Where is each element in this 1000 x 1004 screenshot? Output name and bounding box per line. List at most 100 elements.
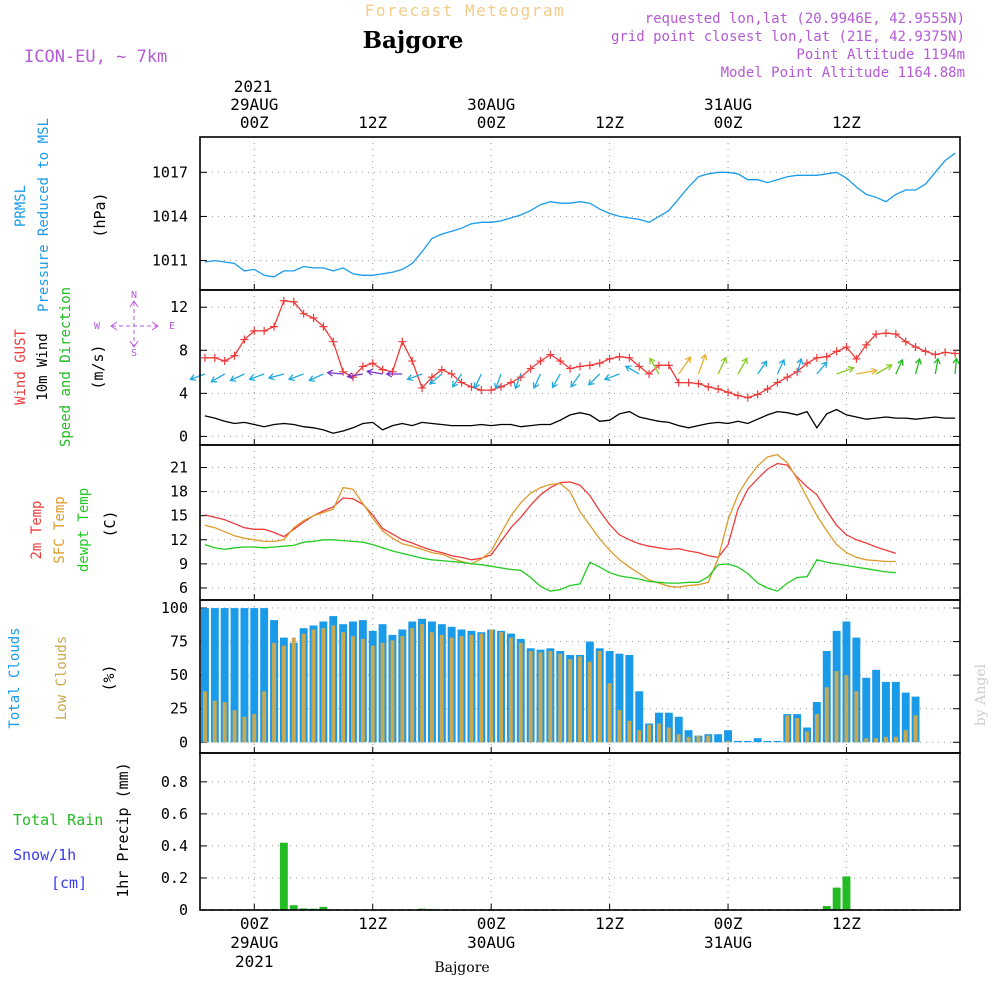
- low-cloud-bar-17: [370, 645, 375, 743]
- gust-marker-63: [822, 352, 831, 361]
- total-cloud-bar-66: [852, 637, 861, 743]
- ytick-label-precip-4: 0.8: [161, 773, 188, 791]
- wind-arrow-2: [229, 373, 245, 382]
- low-cloud-bar-53: [726, 740, 730, 743]
- wind-arrow-0: [189, 373, 206, 382]
- total-cloud-bar-48: [674, 716, 683, 743]
- total-cloud-bar-49: [684, 730, 693, 743]
- total-cloud-bar-56: [753, 738, 762, 743]
- low-cloud-bar-24: [439, 634, 444, 743]
- ytick-label-clouds-3: 75: [170, 633, 188, 651]
- gust-marker-72: [911, 343, 920, 352]
- total-cloud-bar-68: [872, 669, 881, 743]
- gust-marker-44: [635, 362, 644, 371]
- ytick-label-temperature-2: 12: [170, 531, 188, 549]
- low-cloud-bar-3: [232, 710, 237, 743]
- gust-marker-5: [250, 326, 259, 335]
- compass-n: N: [131, 290, 137, 301]
- wind-arrow-27: [737, 357, 748, 375]
- snow-unit-label: [cm]: [51, 874, 87, 892]
- series-wind-0: [204, 300, 956, 399]
- low-cloud-bar-61: [805, 731, 809, 743]
- panel-pressure: 1011 1014 1017: [152, 136, 961, 291]
- gust-marker-59: [783, 373, 792, 382]
- low-cloud-bar-6: [262, 691, 267, 743]
- gust-marker-42: [615, 352, 624, 361]
- model-label: ICON-EU, ~ 7km: [24, 47, 167, 67]
- gust-marker-9: [289, 297, 298, 306]
- top-hour-label-0: 00Z: [240, 113, 269, 132]
- gust-marker-2: [220, 357, 229, 366]
- top-hour-label-5: 12Z: [832, 113, 861, 132]
- wind-arrow-29: [776, 358, 786, 375]
- top-hour-label-1: 12Z: [358, 113, 387, 132]
- low-cloud-bar-10: [301, 633, 306, 743]
- low-cloud-bar-4: [242, 716, 247, 743]
- low-cloud-bar-66: [854, 691, 859, 743]
- wind-arrow-31: [816, 361, 828, 375]
- gust-marker-70: [891, 330, 900, 339]
- wind-arrow-20: [587, 373, 601, 386]
- precip-unit-label: 1hr Precip (mm): [114, 762, 132, 897]
- low-cloud-bar-48: [676, 734, 681, 743]
- low-cloud-bar-35: [548, 651, 553, 743]
- total-cloud-bar-52: [714, 734, 723, 743]
- gust-marker-26: [457, 378, 466, 387]
- low-cloud-bar-49: [686, 736, 691, 743]
- wind-arrow-11: [406, 373, 423, 382]
- total-cloud-bar-69: [882, 681, 890, 743]
- series-temperature-0: [204, 462, 897, 561]
- gust-marker-39: [585, 361, 594, 370]
- low-cloud-bar-23: [430, 632, 434, 743]
- gust-marker-41: [605, 354, 614, 363]
- bottom-date-label-0: 29AUG: [230, 933, 278, 952]
- top-date-label-2: 30AUG: [467, 95, 515, 114]
- series-pressure-0: [204, 152, 956, 278]
- low-cloud-bar-71: [903, 730, 908, 743]
- ytick-label-precip-2: 0.4: [161, 837, 188, 855]
- total-cloud-bar-4: [240, 608, 249, 743]
- ytick-label-pressure-2: 1017: [152, 163, 188, 181]
- gust-marker-25: [447, 369, 456, 378]
- total-cloud-bar-6: [260, 608, 269, 743]
- bottom-hour-label-0: 00Z: [240, 914, 269, 933]
- wind-arrow-24: [678, 356, 692, 375]
- panel-frame-precip: [199, 752, 961, 911]
- wind-arrow-17: [532, 373, 542, 390]
- low-cloud-bar-36: [558, 653, 563, 743]
- ytick-label-wind-2: 8: [179, 341, 188, 359]
- low-cloud-bar-44: [637, 730, 642, 743]
- ytick-label-clouds-2: 50: [170, 666, 188, 684]
- low-cloud-bar-33: [528, 651, 533, 743]
- wind-arrow-12: [428, 373, 443, 385]
- low-cloud-bar-32: [518, 642, 523, 743]
- ytick-label-wind-1: 4: [179, 384, 188, 402]
- total-cloud-bar-3: [230, 608, 239, 743]
- wind-arrow-22: [624, 365, 640, 375]
- low-cloud-bar-29: [489, 629, 494, 743]
- wind-arrow-6: [308, 373, 324, 382]
- low-cloud-bar-69: [884, 736, 888, 743]
- gust-marker-61: [803, 359, 812, 368]
- requested-coords: requested lon,lat (20.9946E, 42.9555N): [645, 11, 965, 27]
- gust-marker-73: [921, 347, 930, 356]
- snow-label: Snow/1h: [13, 846, 76, 864]
- low-cloud-bar-68: [874, 738, 878, 743]
- gust-marker-47: [664, 361, 673, 370]
- low-cloud-bar-12: [321, 628, 326, 743]
- compass-w: W: [94, 321, 101, 332]
- ytick-label-temperature-3: 15: [170, 507, 188, 525]
- rain-bar-65: [842, 876, 851, 910]
- total-cloud-bar-53: [724, 730, 732, 743]
- ytick-label-wind-0: 0: [179, 427, 188, 445]
- bottom-hour-label-5: 12Z: [832, 914, 861, 933]
- top-date-label-4: 31AUG: [704, 95, 752, 114]
- panel-frame-temperature: [199, 444, 961, 601]
- wind-arrow-3: [248, 373, 265, 382]
- gust-marker-40: [595, 359, 604, 368]
- gust-marker-71: [901, 337, 910, 346]
- total-cloud-bar-47: [664, 712, 673, 743]
- total-cloud-bar-1: [210, 608, 219, 743]
- ytick-label-precip-1: 0.2: [161, 869, 188, 887]
